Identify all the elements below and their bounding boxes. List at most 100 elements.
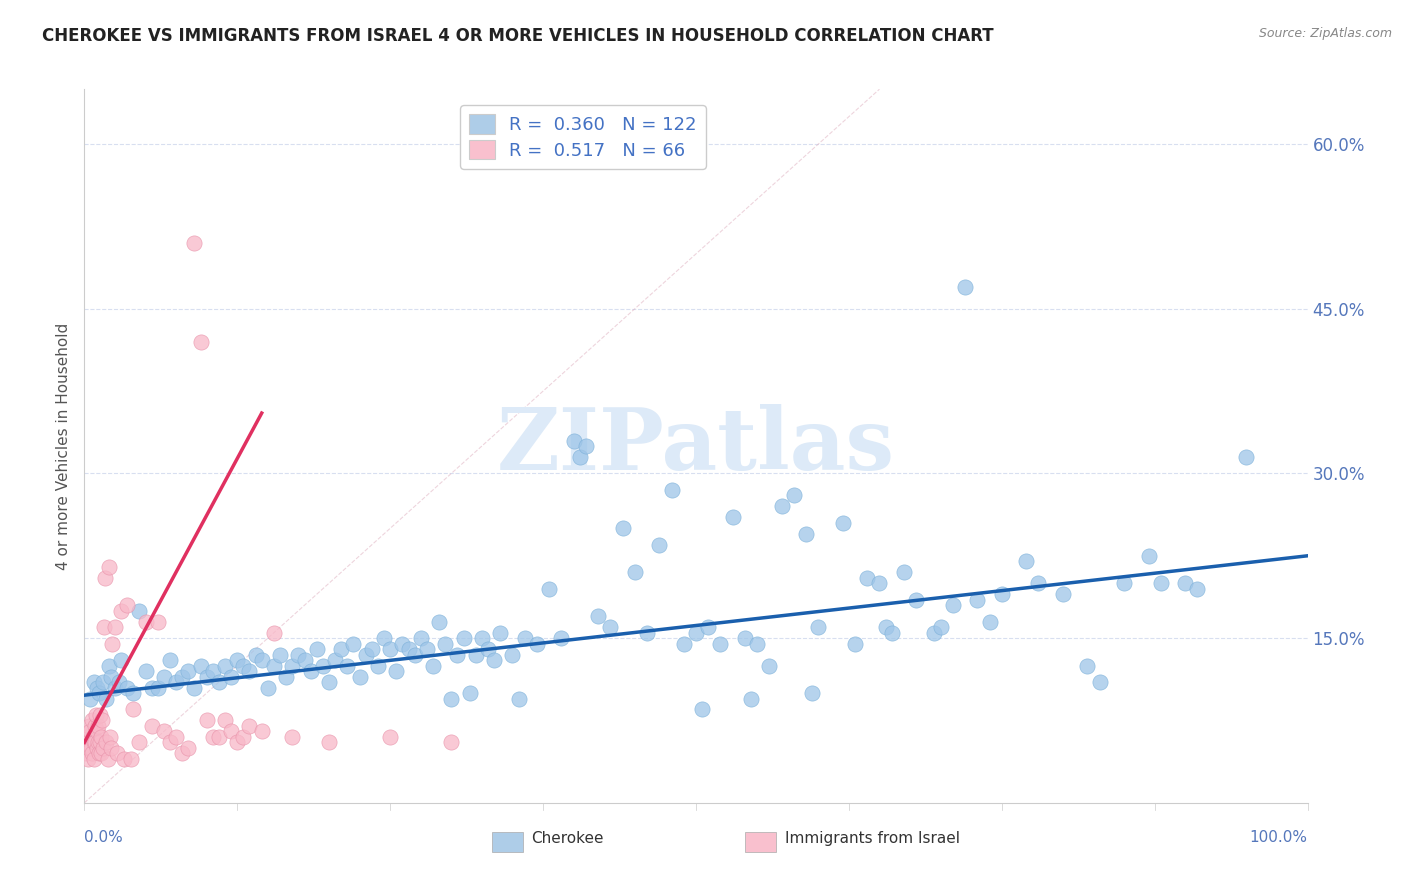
Point bbox=[77, 740, 100, 755]
Point bbox=[1114, 576, 1136, 591]
Point bbox=[208, 675, 231, 690]
Point bbox=[91, 714, 114, 728]
Point bbox=[875, 620, 897, 634]
Point bbox=[568, 450, 591, 464]
Point bbox=[734, 631, 756, 645]
Point bbox=[305, 642, 328, 657]
Point bbox=[232, 658, 254, 673]
Point bbox=[79, 691, 101, 706]
Text: Source: ZipAtlas.com: Source: ZipAtlas.com bbox=[1258, 27, 1392, 40]
Point bbox=[801, 686, 824, 700]
Point bbox=[195, 714, 218, 728]
Point bbox=[115, 681, 138, 695]
Point bbox=[122, 686, 145, 700]
Point bbox=[201, 664, 224, 678]
Point bbox=[82, 747, 104, 761]
Point bbox=[153, 669, 176, 683]
Point bbox=[86, 724, 108, 739]
Point bbox=[489, 625, 512, 640]
Point bbox=[721, 510, 744, 524]
Point bbox=[141, 719, 163, 733]
Point bbox=[924, 625, 946, 640]
Point bbox=[599, 620, 621, 634]
Point bbox=[1174, 576, 1197, 591]
Point bbox=[1015, 554, 1038, 568]
Point bbox=[214, 714, 236, 728]
Point bbox=[128, 604, 150, 618]
Point bbox=[979, 615, 1001, 629]
Point bbox=[177, 740, 200, 755]
Point bbox=[1076, 658, 1098, 673]
Point bbox=[869, 576, 891, 591]
Point bbox=[1236, 450, 1258, 464]
Point bbox=[90, 730, 112, 744]
Point bbox=[991, 587, 1014, 601]
Point bbox=[1088, 675, 1111, 690]
Point bbox=[91, 740, 114, 755]
Point bbox=[75, 747, 97, 761]
Point bbox=[100, 740, 122, 755]
Point bbox=[458, 686, 481, 700]
Point bbox=[153, 724, 176, 739]
Point bbox=[75, 735, 97, 749]
Point bbox=[165, 675, 187, 690]
Point bbox=[245, 648, 267, 662]
Point bbox=[844, 637, 866, 651]
Point bbox=[380, 730, 402, 744]
Point bbox=[354, 648, 377, 662]
Point bbox=[513, 631, 536, 645]
Point bbox=[318, 735, 340, 749]
Point bbox=[391, 637, 413, 651]
Point bbox=[97, 559, 120, 574]
Point bbox=[82, 730, 104, 744]
Point bbox=[250, 724, 273, 739]
Point bbox=[385, 664, 408, 678]
Point bbox=[440, 735, 463, 749]
Point bbox=[893, 566, 915, 580]
Point bbox=[141, 681, 163, 695]
Point bbox=[232, 730, 254, 744]
Point bbox=[586, 609, 609, 624]
Point bbox=[250, 653, 273, 667]
Point bbox=[1028, 576, 1050, 591]
Point bbox=[661, 483, 683, 497]
Point bbox=[276, 669, 298, 683]
Point bbox=[1052, 587, 1074, 601]
Point bbox=[105, 747, 128, 761]
Point bbox=[575, 439, 598, 453]
Point bbox=[636, 625, 658, 640]
Point bbox=[89, 708, 111, 723]
Point bbox=[294, 653, 316, 667]
Point bbox=[380, 642, 402, 657]
Point bbox=[159, 653, 181, 667]
Point bbox=[263, 625, 285, 640]
Point bbox=[172, 747, 194, 761]
Point bbox=[219, 669, 242, 683]
Point bbox=[100, 669, 122, 683]
Point bbox=[323, 653, 346, 667]
Point bbox=[115, 598, 138, 612]
Point bbox=[690, 702, 713, 716]
Point bbox=[648, 538, 671, 552]
Point bbox=[446, 648, 468, 662]
Point bbox=[856, 571, 879, 585]
Point bbox=[336, 658, 359, 673]
Point bbox=[107, 675, 129, 690]
Point bbox=[135, 664, 157, 678]
Point bbox=[146, 681, 169, 695]
Point bbox=[942, 598, 965, 612]
Point bbox=[104, 681, 127, 695]
Point bbox=[97, 752, 120, 766]
Point bbox=[672, 637, 695, 651]
Point bbox=[177, 664, 200, 678]
Point bbox=[101, 637, 124, 651]
Point bbox=[434, 637, 457, 651]
Point bbox=[83, 752, 105, 766]
Point bbox=[86, 740, 108, 755]
Point bbox=[269, 648, 291, 662]
Point bbox=[905, 592, 928, 607]
Point bbox=[76, 730, 98, 744]
Point bbox=[83, 735, 105, 749]
Point bbox=[342, 637, 364, 651]
Point bbox=[79, 724, 101, 739]
